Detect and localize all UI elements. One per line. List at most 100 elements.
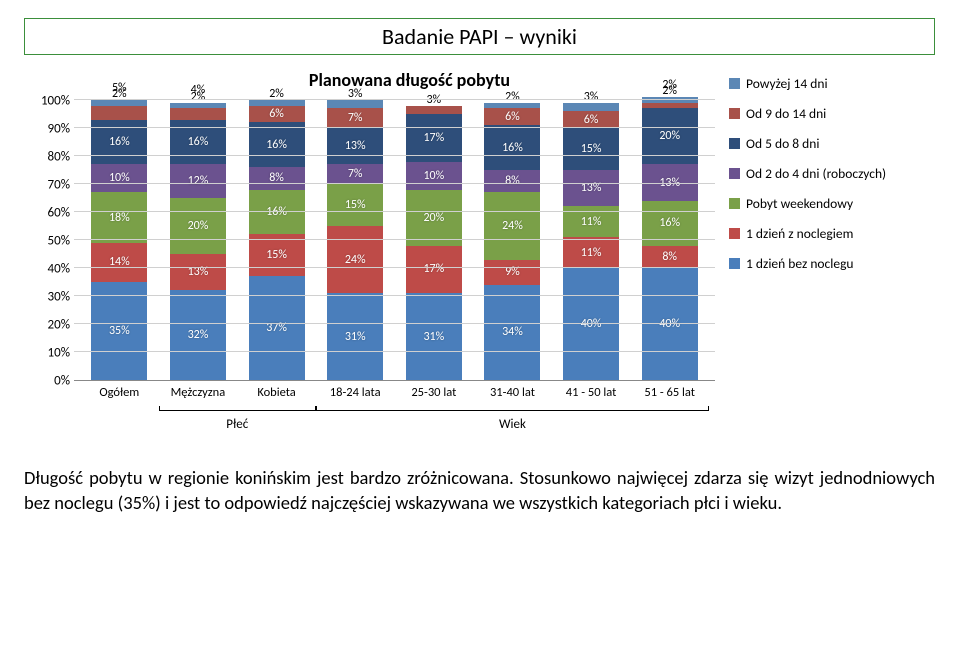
bar-column: 40% 11% 11% 13% 15% 6%3% (563, 103, 619, 380)
bar-segment: 6% (563, 111, 619, 128)
segment-label: 20% (188, 220, 209, 232)
segment-label: 40% (581, 318, 602, 330)
legend-item: Od 9 do 14 dni (729, 105, 935, 122)
segment-label: 12% (188, 175, 209, 187)
segment-label: 16% (109, 136, 130, 148)
bar-segment: 7% (327, 108, 383, 128)
legend-item: Od 5 do 8 dni (729, 135, 935, 152)
y-tick: 0% (54, 374, 70, 389)
segment-label: 32% (188, 329, 209, 341)
y-tick: 10% (48, 346, 70, 361)
segment-label: 24% (345, 254, 366, 266)
bar-segment: 8% (642, 246, 698, 268)
x-label: 31-40 lat (484, 385, 540, 400)
legend-label: Od 2 do 4 dni (roboczych) (746, 165, 886, 182)
bar-segment: 13% (327, 128, 383, 164)
x-label: 41 - 50 lat (563, 385, 619, 400)
bar-segment: 10% (406, 162, 462, 190)
bar-segment: 35% (91, 282, 147, 380)
bar-segment: 24% (327, 226, 383, 293)
legend-swatch (729, 258, 740, 269)
segment-label: 16% (266, 206, 287, 218)
legend-swatch (729, 198, 740, 209)
bar-segment: 15% (249, 234, 305, 276)
bar-segment: 8% (484, 170, 540, 192)
bar-segment: 15% (327, 184, 383, 226)
segment-label: 16% (188, 136, 209, 148)
legend-label: Od 9 do 14 dni (746, 105, 826, 122)
bar-column: 34%9%24%8%16%6%2% (484, 103, 540, 380)
bar-segment: 15% (563, 128, 619, 170)
bar-column: 31%17%20%10%17%3% (406, 106, 462, 380)
group-label: Wiek (316, 410, 709, 432)
y-tick: 100% (41, 94, 70, 109)
segment-label: 13% (345, 140, 366, 152)
bar-segment: 40% (563, 268, 619, 380)
segment-label: 7% (348, 168, 363, 180)
bar-segment: 12% (170, 164, 226, 198)
y-tick: 30% (48, 290, 70, 305)
x-label: Ogółem (91, 385, 147, 400)
legend-label: Powyżej 14 dni (746, 75, 828, 92)
bar-segment: 2% (91, 100, 147, 106)
segment-label: 20% (423, 212, 444, 224)
bar-segment: 6% (484, 108, 540, 125)
bar-segment: 40% (642, 268, 698, 380)
x-label: 51 - 65 lat (642, 385, 698, 400)
legend: Powyżej 14 dni Od 9 do 14 dni Od 5 do 8 dn… (715, 69, 935, 285)
segment-label: 6% (505, 111, 520, 123)
bar-segment: 14% (91, 243, 147, 282)
segment-label: 37% (266, 322, 287, 334)
bar-segment: 2% (249, 100, 305, 106)
section-header: Badanie PAPI – wyniki (24, 18, 935, 55)
segment-label: 20% (659, 130, 680, 142)
segment-label: 13% (581, 182, 602, 194)
bar-segment: 5% (91, 106, 147, 120)
segment-label: 13% (188, 266, 209, 278)
segment-label: 10% (423, 170, 444, 182)
bar-segment: 6% (249, 106, 305, 123)
legend-item: Od 2 do 4 dni (roboczych) (729, 165, 935, 182)
bar-segment: 10% (91, 164, 147, 192)
segment-label: 9% (505, 266, 520, 278)
bar-segment: 13% (563, 170, 619, 206)
legend-item: 1 dzień z noclegiem (729, 225, 935, 242)
legend-swatch (729, 78, 740, 89)
legend-item: 1 dzień bez noclegu (729, 255, 935, 272)
bar-segment: 20% (642, 108, 698, 164)
chart-area: Planowana długość pobytu 0%10%20%30%40%5… (24, 69, 715, 432)
legend-swatch (729, 108, 740, 119)
segment-label: 2% (505, 91, 520, 103)
segment-label: 35% (109, 325, 130, 337)
bar-column: 35% 14% 18% 10% 16% 5%2% (91, 100, 147, 380)
bar-segment: 4% (170, 108, 226, 119)
body-paragraph: Długość pobytu w regionie konińskim jest… (24, 466, 935, 516)
bar-segment: 13% (170, 254, 226, 290)
legend-label: Od 5 do 8 dni (746, 135, 819, 152)
segment-label: 15% (266, 249, 287, 261)
y-tick: 40% (48, 262, 70, 277)
chart-container: Planowana długość pobytu 0%10%20%30%40%5… (24, 69, 935, 432)
y-tick: 20% (48, 318, 70, 333)
bar-segment: 18% (91, 192, 147, 242)
bar-segment: 16% (484, 125, 540, 170)
plot-area: 35%14%18%10%16%5%2%32%13%20%12%16%4%2%37… (74, 101, 715, 381)
segment-label: 15% (581, 143, 602, 155)
bar-segment: 2% (170, 103, 226, 109)
bar-segment: 31% (406, 293, 462, 380)
bar-segment: 3% (563, 103, 619, 111)
bar-segment: 24% (484, 192, 540, 259)
y-tick: 60% (48, 206, 70, 221)
bar-segment: 20% (170, 198, 226, 254)
segment-label: 11% (581, 216, 602, 228)
bar-segment: 11% (563, 237, 619, 268)
bar-segment: 16% (249, 190, 305, 235)
segment-label: 17% (423, 132, 444, 144)
segment-label: 15% (345, 199, 366, 211)
segment-label: 18% (109, 212, 130, 224)
bars: 35%14%18%10%16%5%2%32%13%20%12%16%4%2%37… (74, 101, 715, 380)
bar-column: 31%24%15%7%13%7%3% (327, 100, 383, 380)
bar-segment: 3% (406, 106, 462, 114)
bar-segment: 16% (249, 122, 305, 167)
segment-label: 16% (266, 139, 287, 151)
